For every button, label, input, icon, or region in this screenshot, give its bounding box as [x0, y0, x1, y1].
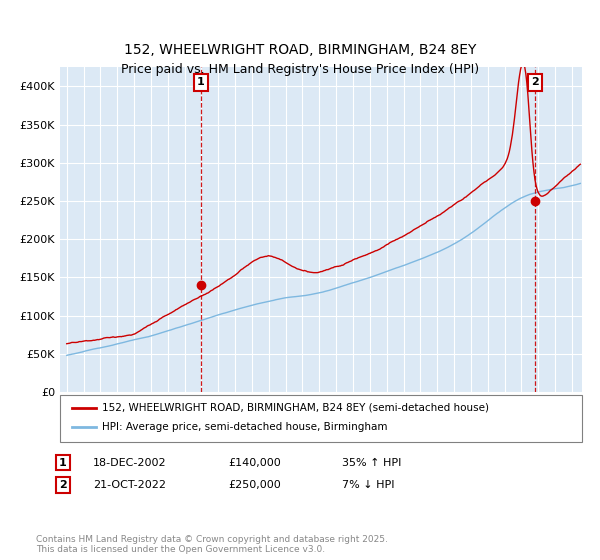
Text: 1: 1: [59, 458, 67, 468]
Text: Price paid vs. HM Land Registry's House Price Index (HPI): Price paid vs. HM Land Registry's House …: [121, 63, 479, 77]
Text: 2: 2: [531, 77, 539, 87]
Text: Contains HM Land Registry data © Crown copyright and database right 2025.
This d: Contains HM Land Registry data © Crown c…: [36, 535, 388, 554]
Text: 7% ↓ HPI: 7% ↓ HPI: [342, 480, 395, 490]
Text: 21-OCT-2022: 21-OCT-2022: [93, 480, 166, 490]
Text: HPI: Average price, semi-detached house, Birmingham: HPI: Average price, semi-detached house,…: [102, 422, 388, 432]
Text: £140,000: £140,000: [228, 458, 281, 468]
Text: 1: 1: [197, 77, 205, 87]
Text: 35% ↑ HPI: 35% ↑ HPI: [342, 458, 401, 468]
Text: 18-DEC-2002: 18-DEC-2002: [93, 458, 167, 468]
Text: 152, WHEELWRIGHT ROAD, BIRMINGHAM, B24 8EY: 152, WHEELWRIGHT ROAD, BIRMINGHAM, B24 8…: [124, 44, 476, 58]
Text: 2: 2: [59, 480, 67, 490]
Text: £250,000: £250,000: [228, 480, 281, 490]
Text: 152, WHEELWRIGHT ROAD, BIRMINGHAM, B24 8EY (semi-detached house): 152, WHEELWRIGHT ROAD, BIRMINGHAM, B24 8…: [102, 403, 489, 413]
